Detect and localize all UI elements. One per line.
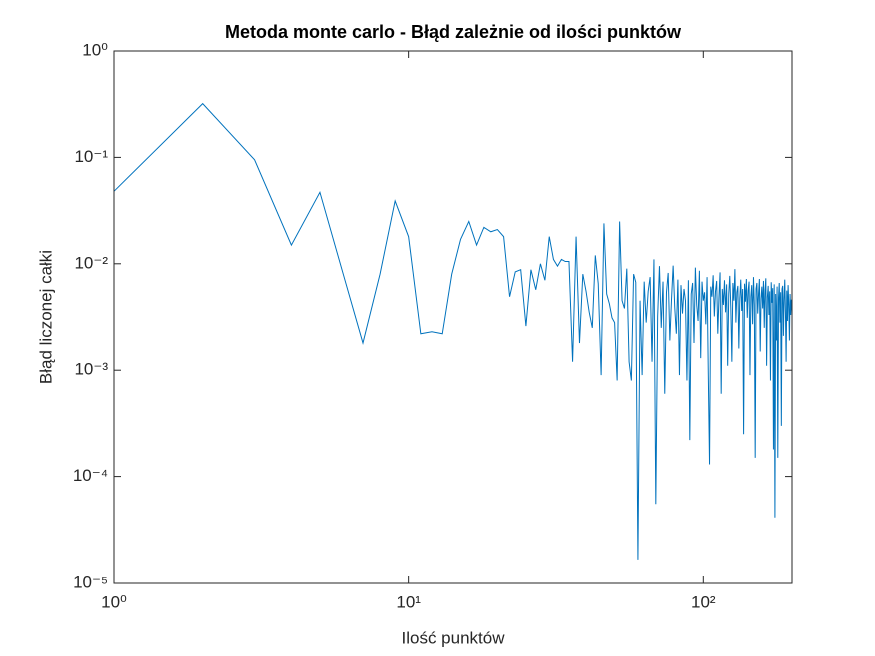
axes-box — [113, 50, 793, 584]
y-tick-label: 10⁻² — [74, 253, 108, 272]
data-line — [113, 102, 793, 560]
x-tick-label: 10² — [691, 592, 716, 611]
plot-area — [114, 51, 792, 583]
chart-title: Metoda monte carlo - Błąd zależnie od il… — [225, 22, 682, 42]
y-tick-label: 10⁻³ — [74, 360, 108, 379]
y-tick-label: 10⁻⁵ — [73, 572, 108, 591]
x-tick-label: 10⁰ — [101, 592, 127, 611]
y-tick-label: 10⁰ — [82, 40, 108, 59]
y-tick-label: 10⁻¹ — [74, 147, 108, 166]
x-tick-label: 10¹ — [396, 592, 421, 611]
x-axis-label: Ilość punktów — [402, 628, 506, 647]
y-tick-label: 10⁻⁴ — [73, 466, 108, 485]
y-axis-label: Błąd liczonej całki — [36, 250, 55, 384]
